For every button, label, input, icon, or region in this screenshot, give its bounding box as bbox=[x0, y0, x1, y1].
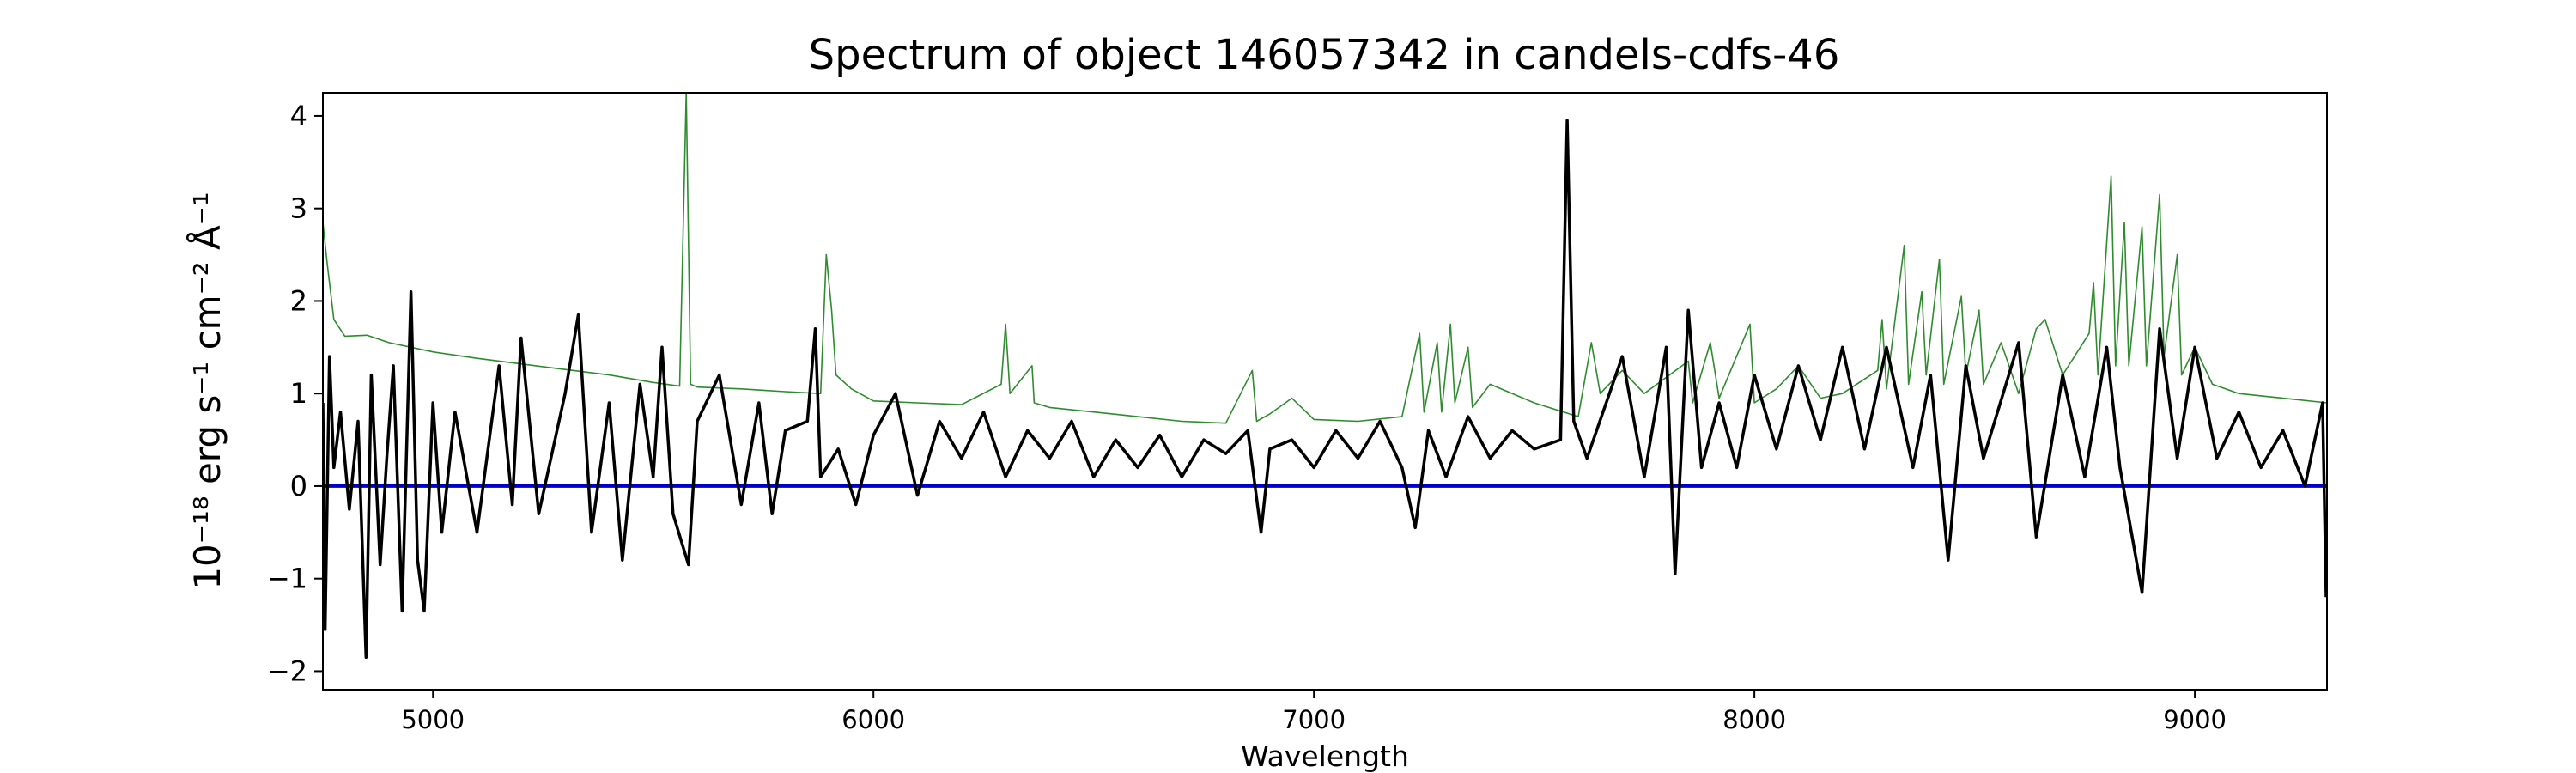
y-tick-label: 2 bbox=[290, 284, 307, 317]
y-axis-label: 10⁻¹⁸ erg s⁻¹ cm⁻² Å⁻¹ bbox=[185, 192, 228, 589]
x-axis-label: Wavelength bbox=[1241, 740, 1409, 773]
x-tick-label: 6000 bbox=[841, 705, 905, 734]
y-tick-label: 4 bbox=[290, 100, 307, 132]
x-tick-label: 5000 bbox=[401, 705, 465, 734]
series-layer bbox=[323, 93, 2327, 660]
ticks-layer: 5000 6000 7000 8000 9000 −2 −1 0 1 2 3 4 bbox=[267, 100, 2227, 734]
chart-title: Spectrum of object 146057342 in candels-… bbox=[809, 31, 1840, 79]
flux-spectrum-line bbox=[323, 119, 2327, 660]
y-tick-label: −1 bbox=[267, 563, 307, 595]
x-tick-label: 9000 bbox=[2163, 705, 2227, 734]
plot-frame bbox=[322, 92, 2328, 691]
y-tick-label: 3 bbox=[290, 192, 307, 225]
x-tick-label: 8000 bbox=[1722, 705, 1786, 734]
y-tick-label: 0 bbox=[290, 470, 307, 502]
x-tick-label: 7000 bbox=[1282, 705, 1346, 734]
y-tick-label: 1 bbox=[290, 377, 307, 410]
model-spectrum-line bbox=[323, 93, 2327, 424]
y-tick-label: −2 bbox=[267, 654, 307, 687]
